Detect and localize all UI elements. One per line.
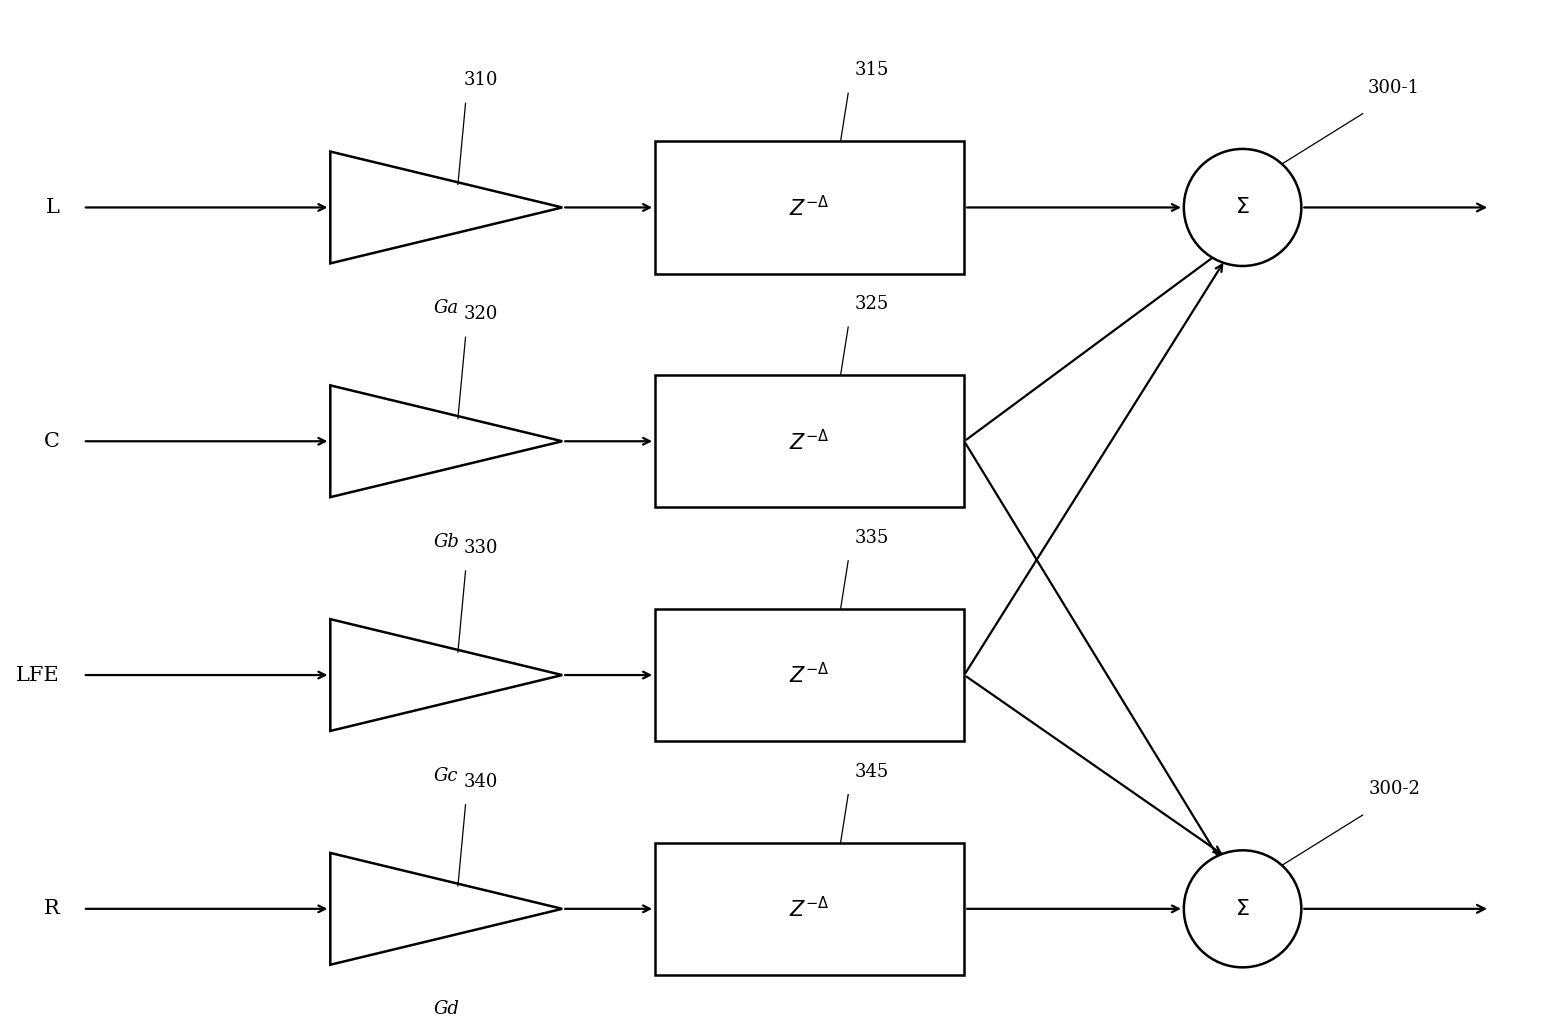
Text: C: C — [44, 431, 59, 451]
Bar — [655, 142, 965, 273]
Text: 325: 325 — [854, 295, 888, 313]
Text: $Z^{-\Delta}$: $Z^{-\Delta}$ — [789, 662, 829, 688]
Text: L: L — [45, 198, 59, 217]
Text: $Z^{-\Delta}$: $Z^{-\Delta}$ — [789, 195, 829, 220]
Bar — [655, 375, 965, 507]
Text: 310: 310 — [464, 72, 498, 89]
Text: $Z^{-\Delta}$: $Z^{-\Delta}$ — [789, 428, 829, 454]
Ellipse shape — [1184, 149, 1301, 266]
Text: 330: 330 — [464, 539, 498, 557]
Text: R: R — [44, 900, 59, 918]
Text: 315: 315 — [854, 62, 888, 79]
Text: 345: 345 — [854, 763, 888, 781]
Text: Gb: Gb — [433, 533, 459, 550]
Text: 300-2: 300-2 — [1368, 781, 1421, 798]
Ellipse shape — [1184, 850, 1301, 967]
Text: $\Sigma$: $\Sigma$ — [1235, 196, 1249, 219]
Text: Gd: Gd — [433, 1000, 459, 1019]
Text: 340: 340 — [464, 772, 498, 791]
Text: 335: 335 — [854, 529, 888, 546]
Text: 320: 320 — [464, 305, 498, 324]
Text: $\Sigma$: $\Sigma$ — [1235, 898, 1249, 920]
Text: LFE: LFE — [16, 665, 59, 685]
Text: 300-1: 300-1 — [1368, 79, 1421, 97]
Bar — [655, 843, 965, 975]
Text: Ga: Ga — [434, 299, 459, 317]
Text: Gc: Gc — [434, 766, 459, 785]
Bar — [655, 609, 965, 741]
Text: $Z^{-\Delta}$: $Z^{-\Delta}$ — [789, 897, 829, 921]
